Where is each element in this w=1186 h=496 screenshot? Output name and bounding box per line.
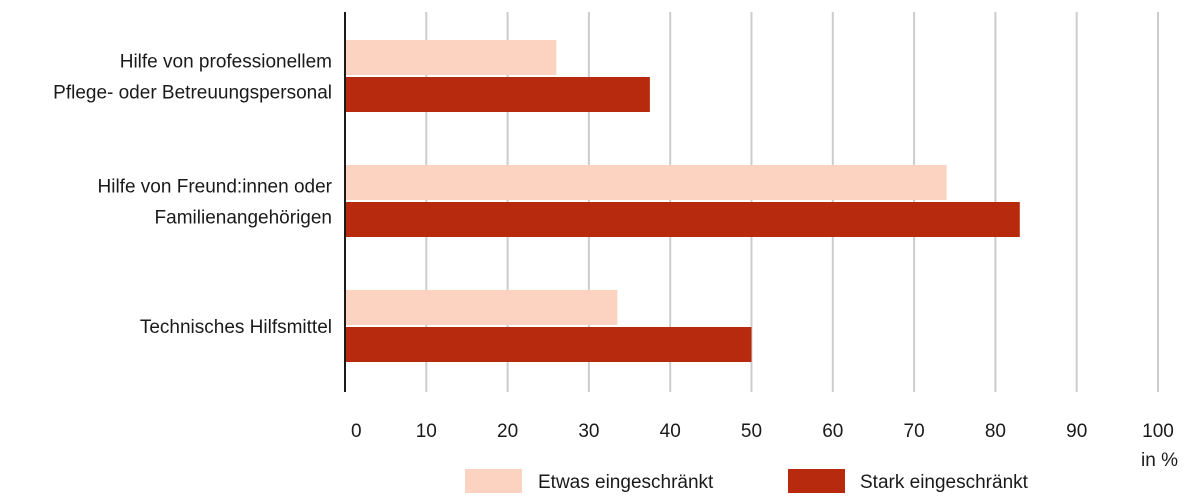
bars [345,40,1020,362]
legend-swatch-stark [788,469,845,493]
x-tick-label-30: 30 [578,421,599,442]
bar-etwas-1 [345,165,947,200]
category-labels: Hilfe von professionellem Pflege- oder Be… [53,52,333,339]
bar-stark-2 [345,327,752,362]
x-tick-labels: 0 10 20 30 40 50 60 70 80 90 100 [351,421,1174,442]
x-tick-label-60: 60 [822,421,843,442]
legend-label-stark: Stark eingeschränkt [860,472,1029,493]
bar-etwas-0 [345,40,557,75]
x-tick-label-0: 0 [351,421,362,442]
x-tick-label-20: 20 [497,421,518,442]
category-label-1-line-1: Familienangehörigen [155,208,332,229]
category-label-1-line-0: Hilfe von Freund:innen oder [98,177,333,198]
x-tick-label-70: 70 [904,421,925,442]
x-tick-label-50: 50 [741,421,762,442]
x-tick-label-80: 80 [985,421,1006,442]
x-tick-label-10: 10 [416,421,437,442]
x-tick-label-100: 100 [1142,421,1174,442]
legend: Etwas eingeschränkt Stark eingeschränkt [465,469,1029,493]
bar-stark-1 [345,202,1020,237]
category-label-0-line-1: Pflege- oder Betreuungspersonal [53,83,332,104]
category-label-2-line-0: Technisches Hilfsmittel [140,317,332,338]
x-tick-label-90: 90 [1066,421,1087,442]
category-label-0-line-0: Hilfe von professionellem [120,52,332,73]
legend-label-etwas: Etwas eingeschränkt [538,472,714,493]
x-axis-unit: in % [1141,450,1178,471]
bar-etwas-2 [345,290,618,325]
legend-swatch-etwas [465,469,522,493]
bar-stark-0 [345,77,650,112]
x-tick-label-40: 40 [660,421,681,442]
